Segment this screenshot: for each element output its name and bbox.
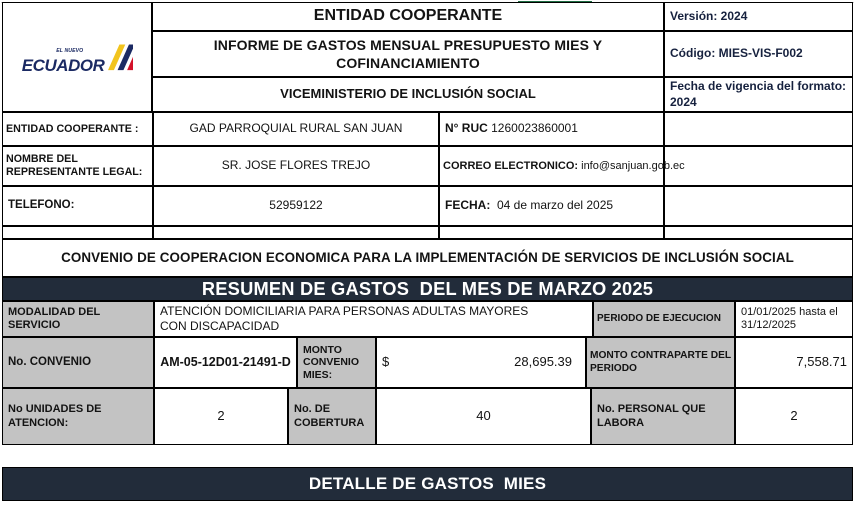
- svg-text:EL NUEVO: EL NUEVO: [56, 48, 83, 54]
- svg-text:ECUADOR: ECUADOR: [22, 56, 106, 75]
